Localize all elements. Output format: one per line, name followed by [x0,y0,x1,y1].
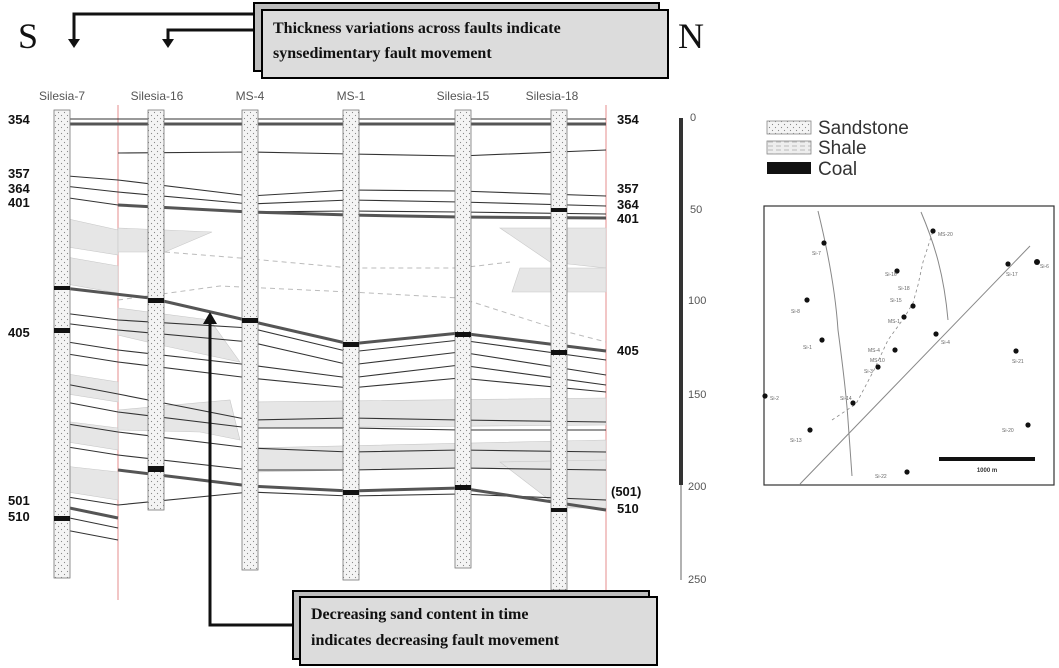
map-label-si-16: Si-16 [885,272,897,278]
well-labels: Silesia-7 Silesia-16 MS-4 MS-1 Silesia-1… [39,89,579,103]
depth-tick-200: 200 [688,481,706,493]
legend-swatch-sandstone [766,120,812,135]
horizon-left-401: 401 [8,195,30,210]
well-column-silesia-7 [53,109,71,579]
well-label-ms-4: MS-4 [236,89,265,103]
well-label-silesia-7: Silesia-7 [39,89,85,103]
horizon-labels-left: 354 357 364 401 405 501 510 [8,112,30,524]
top-callout-arrows [72,12,262,40]
map-well-labels: Si-7 Si-16 MS-4 MS-1 Si-15 Si-18 MS-20 S… [770,232,1049,480]
map-label-ms-1: MS-1 [888,319,900,325]
top-callout: Thickness variations across faults indic… [253,2,669,79]
horizon-right-364: 364 [617,197,639,212]
arrowhead-silesia-16 [162,39,174,48]
map-label-si-7: Si-7 [812,251,821,257]
map-label-si-1: Si-1 [803,345,812,351]
map-label-si-8: Si-8 [791,309,800,315]
map-label-ms-10: MS-10 [870,358,885,364]
map-label-si-14: Si-14 [840,396,852,402]
map-scale-bar: 1000 m [939,457,1035,474]
map-label-ms-4: MS-4 [868,348,880,354]
bottom-callout-line-1: Decreasing sand content in time [311,606,528,623]
well-column-silesia-16 [147,109,165,511]
direction-south: S [18,16,38,56]
top-callout-line-1: Thickness variations across faults indic… [273,20,561,37]
well-label-silesia-15: Silesia-15 [437,89,490,103]
horizon-right-401: 401 [617,211,639,226]
bottom-callout-line-2: indicates decreasing fault movement [311,632,560,649]
location-map: Si-7 Si-16 MS-4 MS-1 Si-15 Si-18 MS-20 S… [762,205,1055,486]
legend-swatch-shale [766,140,812,155]
horizon-left-501: 501 [8,493,30,508]
depth-tick-100: 100 [688,295,706,307]
map-scale-bar-label: 1000 m [977,468,997,474]
map-fault-lines [799,210,1031,485]
legend-label-shale: Shale [818,138,867,159]
depth-tick-250: 250 [688,574,706,586]
legend-label-sandstone: Sandstone [818,118,909,139]
well-label-silesia-18: Silesia-18 [526,89,579,103]
legend-label-coal: Coal [818,159,857,180]
horizon-left-364: 364 [8,181,30,196]
horizon-left-405: 405 [8,325,30,340]
coal-beds [54,208,567,521]
horizon-right-405: 405 [617,343,639,358]
depth-tick-0: 0 [690,112,696,124]
horizon-right-354: 354 [617,112,639,127]
map-label-si-4: Si-4 [941,340,950,346]
horizon-left-357: 357 [8,166,30,181]
depth-tick-150: 150 [688,389,706,401]
panel-boundaries [117,105,607,600]
horizon-right-510: 510 [617,501,639,516]
horizon-labels-right: 354 357 364 401 405 (501) 510 [611,112,641,516]
map-label-si-3: Si-3 [864,369,873,375]
legend-swatch-coal [767,162,811,174]
depth-scale: 0 50 100 150 200 250 [679,112,706,586]
map-label-si-20: Si-20 [1002,428,1014,434]
well-label-silesia-16: Silesia-16 [131,89,184,103]
bottom-callout-arrow [203,312,295,627]
horizon-right-501: (501) [611,484,641,499]
map-label-si-2: Si-2 [770,396,779,402]
well-label-ms-1: MS-1 [337,89,366,103]
map-label-si-13: Si-13 [790,438,802,444]
map-label-si-22: Si-22 [875,474,887,480]
depth-tick-50: 50 [690,204,702,216]
horizon-right-357: 357 [617,181,639,196]
horizon-left-510: 510 [8,509,30,524]
bottom-callout: Decreasing sand content in time indicate… [292,590,658,666]
map-label-si-15: Si-15 [890,298,902,304]
well-column-ms-4 [241,109,259,571]
map-label-ms-20: MS-20 [938,232,953,238]
map-wells [762,228,1040,475]
lithology-legend: Sandstone Shale Coal [766,118,909,180]
arrowhead-south [68,39,80,48]
well-column-silesia-15 [454,109,472,569]
top-callout-line-2: synsedimentary fault movement [273,45,492,62]
horizon-left-354: 354 [8,112,30,127]
dashed-correlations [117,251,607,343]
map-label-si-18: Si-18 [898,286,910,292]
map-label-si-17: Si-17 [1006,272,1018,278]
direction-north: N [678,16,704,56]
map-label-si-6: Si-6 [1040,264,1049,270]
map-label-si-21: Si-21 [1012,359,1024,365]
